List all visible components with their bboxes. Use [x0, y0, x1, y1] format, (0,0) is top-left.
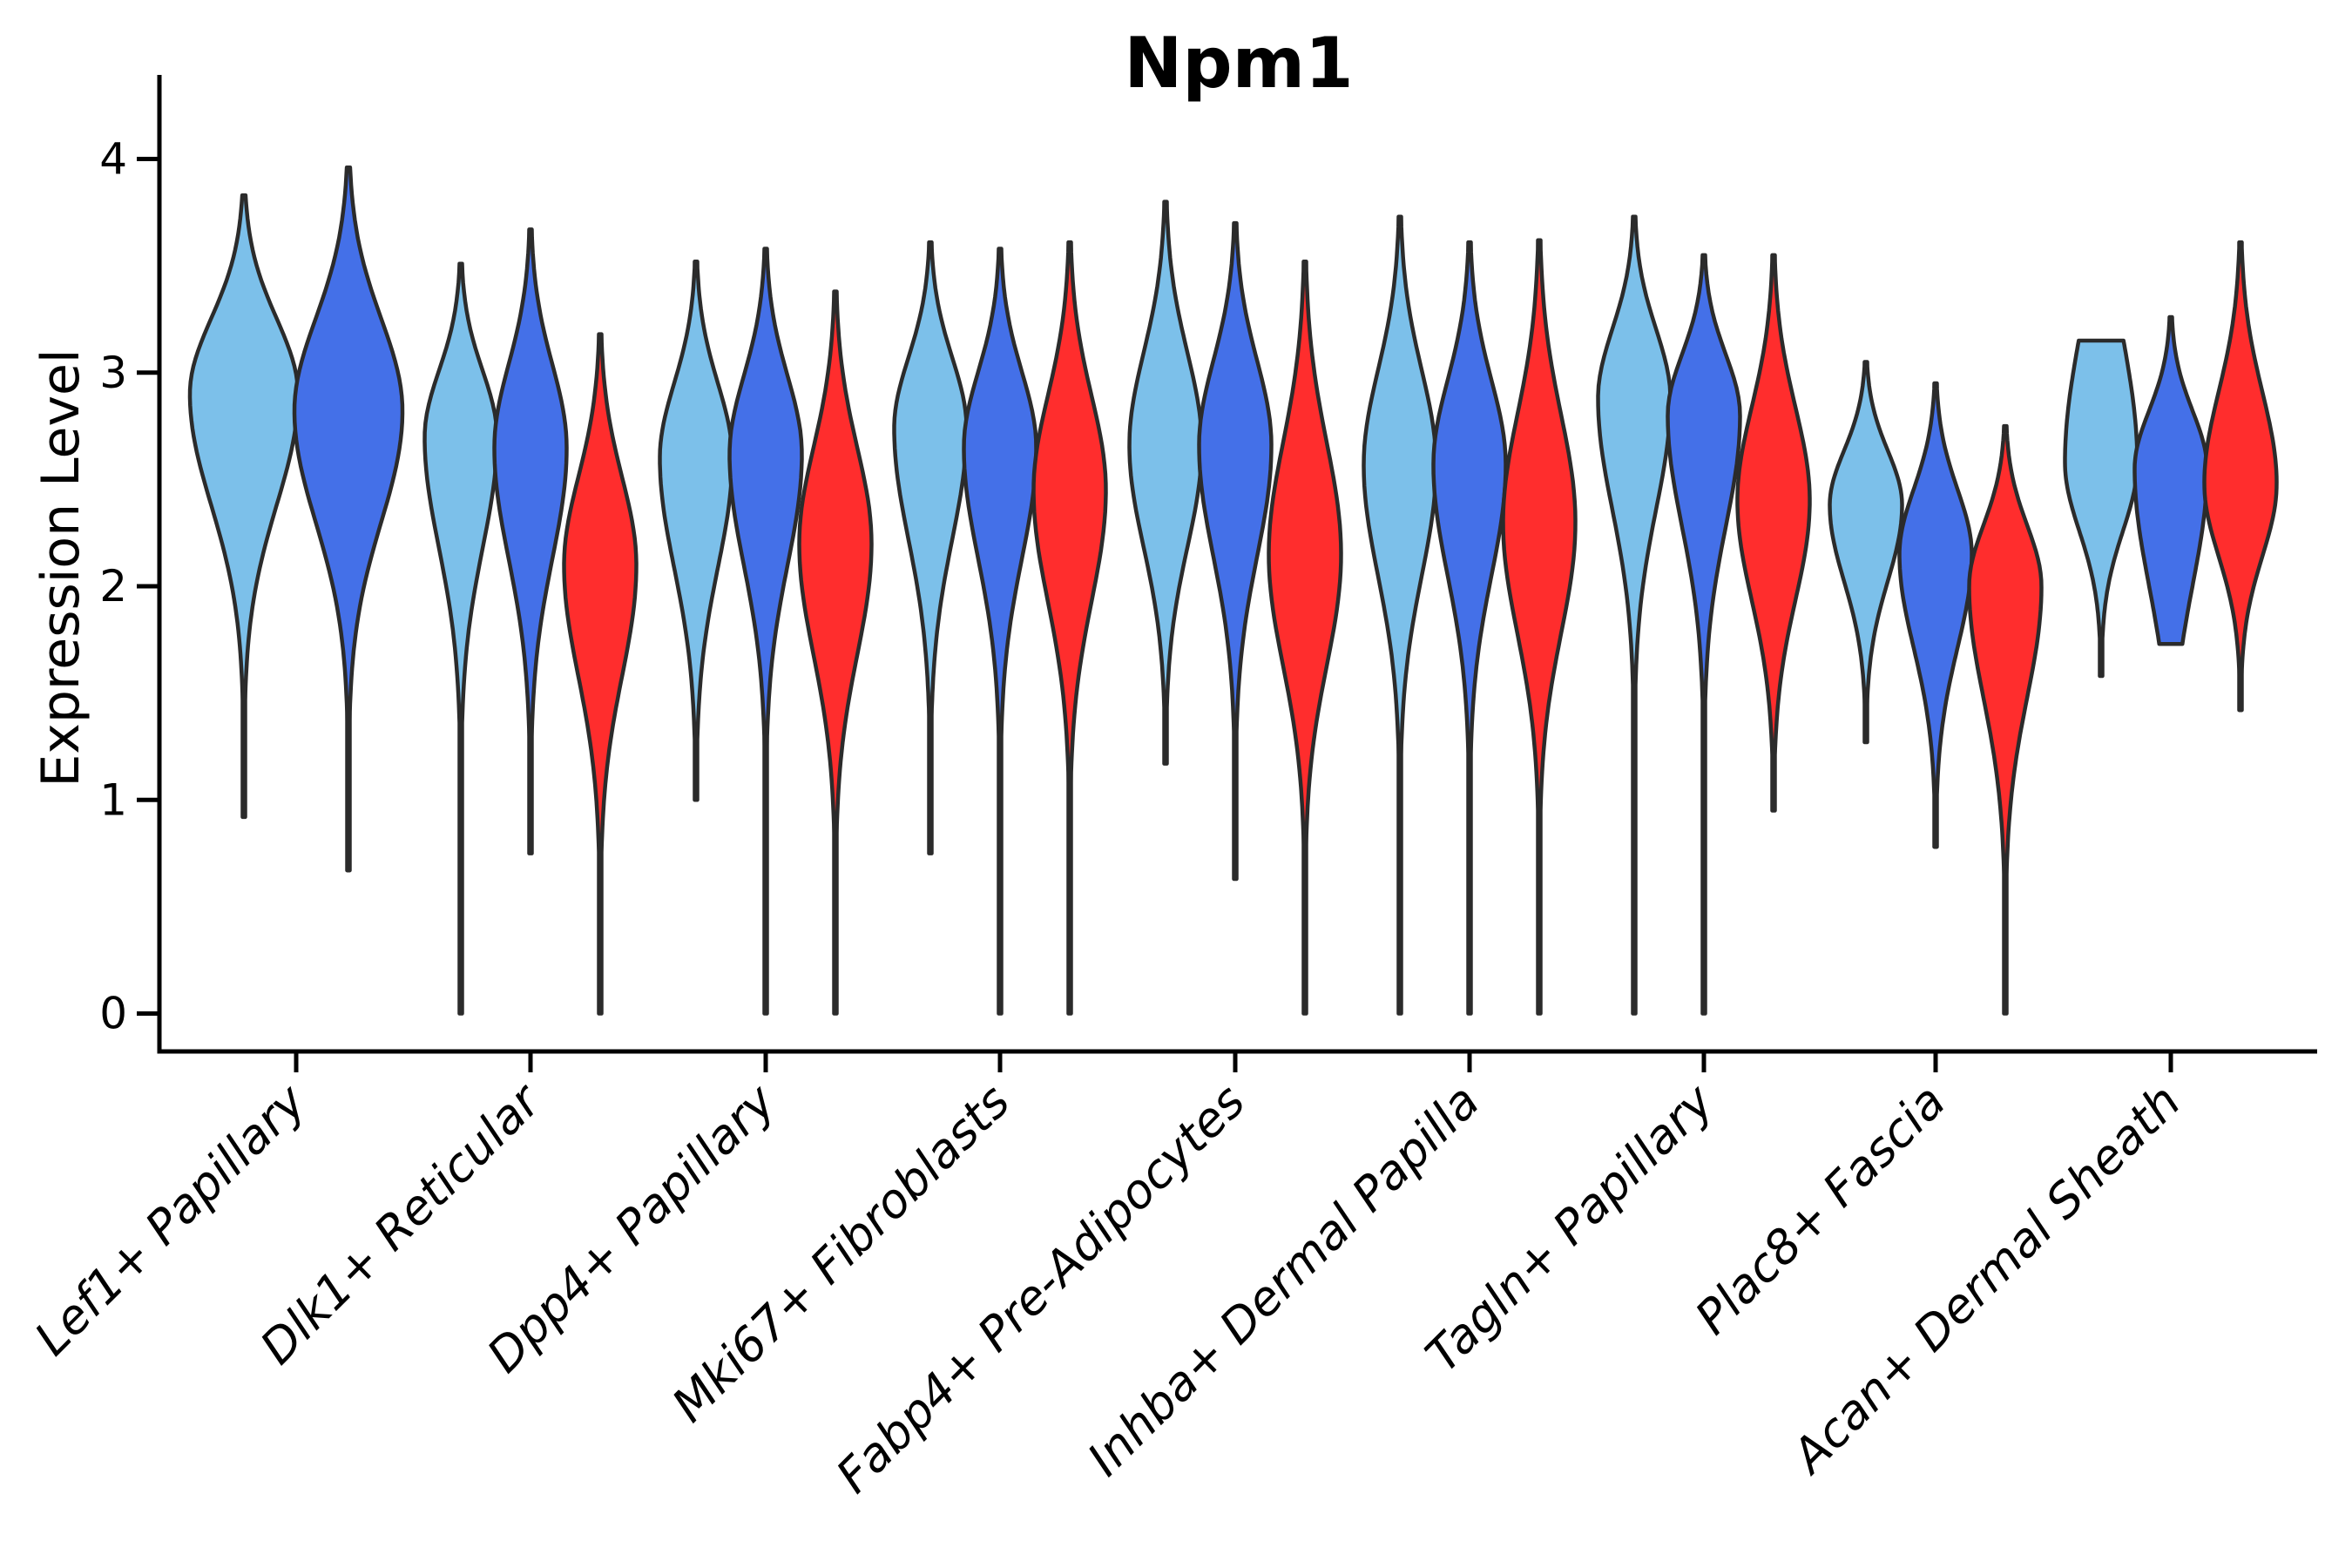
- y-tick-label: 4: [99, 134, 127, 185]
- y-tick-label: 1: [99, 774, 127, 825]
- violin-3-blue: [727, 247, 804, 1016]
- violin-8-red: [1967, 423, 2044, 1016]
- x-tick-label: Inhba+ Dermal Papilla: [1077, 1074, 1490, 1487]
- violin-9-blue: [2132, 314, 2209, 646]
- violin-2-red: [562, 332, 639, 1016]
- violin-3-light_blue: [658, 259, 734, 802]
- violin-6-blue: [1431, 240, 1508, 1016]
- violin-4-red: [1031, 240, 1108, 1016]
- violin-7-blue: [1666, 253, 1742, 1016]
- violin-4-light_blue: [892, 240, 969, 855]
- violin-7-light_blue: [1596, 214, 1673, 1016]
- violin-9-light_blue: [2063, 338, 2139, 679]
- violin-3-red: [797, 289, 874, 1016]
- violin-4-blue: [962, 247, 1038, 1016]
- y-tick-label: 2: [99, 561, 127, 612]
- x-tick-label: Acan+ Dermal Sheath: [1780, 1074, 2191, 1485]
- violin-5-light_blue: [1127, 199, 1204, 766]
- violin-5-blue: [1197, 220, 1274, 882]
- violin-8-blue: [1897, 381, 1974, 849]
- violin-6-red: [1501, 238, 1578, 1016]
- violin-1-light_blue: [187, 193, 301, 820]
- violin-2-light_blue: [422, 261, 499, 1016]
- violin-8-light_blue: [1828, 360, 1904, 745]
- violin-6-light_blue: [1362, 214, 1438, 1016]
- y-tick-label: 0: [99, 989, 127, 1039]
- y-tick-label: 3: [99, 348, 127, 398]
- violin-2-blue: [492, 227, 569, 855]
- violin-5-red: [1267, 259, 1343, 1016]
- violin-7-red: [1735, 253, 1812, 813]
- x-tick-label: Fabp4+ Pre-Adipocytes: [826, 1074, 1255, 1504]
- violin-9-red: [2202, 240, 2279, 713]
- chart-title: Npm1: [1124, 23, 1354, 104]
- violin-1-blue: [292, 166, 405, 873]
- y-axis-title: Expression Level: [30, 348, 91, 787]
- x-tick-label: Plac8+ Fascia: [1685, 1074, 1956, 1345]
